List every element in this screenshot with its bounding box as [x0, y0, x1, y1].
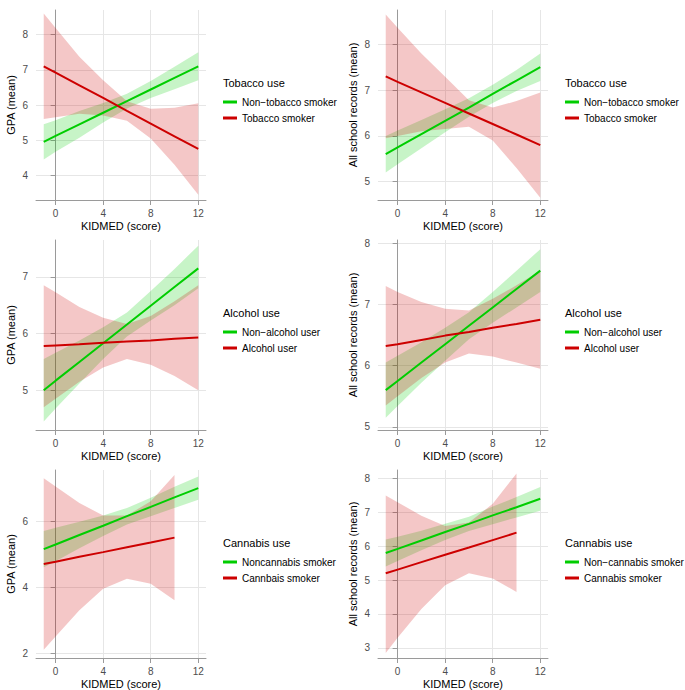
- svg-text:8: 8: [148, 208, 154, 219]
- svg-text:8: 8: [22, 29, 28, 40]
- svg-text:KIDMED (score): KIDMED (score): [423, 678, 503, 690]
- svg-text:8: 8: [490, 208, 496, 219]
- svg-text:0: 0: [395, 666, 401, 677]
- svg-text:8: 8: [490, 438, 496, 449]
- svg-text:All school records (mean): All school records (mean): [347, 273, 359, 398]
- svg-text:4: 4: [100, 208, 106, 219]
- svg-text:Non−tobacco smoker: Non−tobacco smoker: [242, 97, 337, 108]
- svg-text:Alcohol user: Alcohol user: [242, 343, 298, 354]
- svg-text:Cannabis smoker: Cannabis smoker: [584, 573, 662, 584]
- svg-text:All school records (mean): All school records (mean): [347, 502, 359, 627]
- svg-text:5: 5: [364, 421, 370, 432]
- svg-text:KIDMED (score): KIDMED (score): [81, 450, 161, 462]
- svg-text:4: 4: [364, 608, 370, 619]
- svg-text:Non−tobacco smoker: Non−tobacco smoker: [584, 97, 679, 108]
- svg-text:8: 8: [148, 438, 154, 449]
- svg-text:0: 0: [53, 438, 59, 449]
- svg-text:4: 4: [22, 582, 28, 593]
- svg-text:8: 8: [364, 473, 370, 484]
- svg-text:12: 12: [193, 208, 205, 219]
- svg-text:8: 8: [364, 238, 370, 249]
- svg-text:6: 6: [22, 100, 28, 111]
- svg-text:0: 0: [395, 438, 401, 449]
- svg-text:Alcohol use: Alcohol use: [565, 307, 622, 319]
- svg-text:Alcohol user: Alcohol user: [584, 343, 640, 354]
- svg-text:12: 12: [535, 208, 547, 219]
- svg-text:4: 4: [100, 666, 106, 677]
- svg-text:Cannabis use: Cannabis use: [223, 537, 290, 549]
- svg-text:0: 0: [53, 208, 59, 219]
- svg-text:4: 4: [442, 666, 448, 677]
- svg-text:Non−cannabis smoker: Non−cannabis smoker: [584, 557, 684, 568]
- svg-text:12: 12: [535, 666, 547, 677]
- svg-text:All school records (mean): All school records (mean): [347, 43, 359, 168]
- svg-text:8: 8: [364, 39, 370, 50]
- svg-text:7: 7: [364, 85, 370, 96]
- svg-text:6: 6: [22, 328, 28, 339]
- svg-text:KIDMED (score): KIDMED (score): [81, 220, 161, 232]
- svg-text:4: 4: [100, 438, 106, 449]
- svg-text:Tobacco smoker: Tobacco smoker: [242, 113, 315, 124]
- svg-text:GPA (mean): GPA (mean): [5, 305, 17, 365]
- svg-text:7: 7: [364, 507, 370, 518]
- svg-text:Tobacco smoker: Tobacco smoker: [584, 113, 657, 124]
- svg-text:6: 6: [364, 360, 370, 371]
- svg-text:8: 8: [148, 666, 154, 677]
- svg-text:KIDMED (score): KIDMED (score): [423, 450, 503, 462]
- svg-text:2: 2: [22, 648, 28, 659]
- svg-text:8: 8: [490, 666, 496, 677]
- svg-text:4: 4: [442, 208, 448, 219]
- svg-text:7: 7: [22, 64, 28, 75]
- svg-text:Cannbais smoker: Cannbais smoker: [242, 573, 320, 584]
- svg-text:0: 0: [395, 208, 401, 219]
- svg-text:5: 5: [22, 385, 28, 396]
- svg-text:7: 7: [364, 299, 370, 310]
- svg-text:6: 6: [364, 541, 370, 552]
- svg-text:Tobacco use: Tobacco use: [565, 77, 627, 89]
- svg-text:KIDMED (score): KIDMED (score): [81, 678, 161, 690]
- svg-text:Alcohol use: Alcohol use: [223, 307, 280, 319]
- svg-text:0: 0: [53, 666, 59, 677]
- svg-text:KIDMED (score): KIDMED (score): [423, 220, 503, 232]
- svg-text:5: 5: [364, 575, 370, 586]
- svg-text:GPA (mean): GPA (mean): [5, 75, 17, 135]
- svg-text:4: 4: [442, 438, 448, 449]
- svg-text:12: 12: [193, 666, 205, 677]
- svg-text:12: 12: [193, 438, 205, 449]
- svg-text:5: 5: [22, 135, 28, 146]
- svg-text:4: 4: [22, 170, 28, 181]
- svg-text:6: 6: [22, 516, 28, 527]
- svg-text:7: 7: [22, 271, 28, 282]
- svg-text:12: 12: [535, 438, 547, 449]
- svg-text:5: 5: [364, 176, 370, 187]
- svg-text:Non−alcohol user: Non−alcohol user: [584, 327, 663, 338]
- svg-text:6: 6: [364, 130, 370, 141]
- svg-text:Non−alcohol user: Non−alcohol user: [242, 327, 321, 338]
- svg-text:Cannabis use: Cannabis use: [565, 537, 632, 549]
- svg-text:3: 3: [364, 642, 370, 653]
- svg-text:Noncannabis smoker: Noncannabis smoker: [242, 557, 337, 568]
- svg-text:Tobacco use: Tobacco use: [223, 77, 285, 89]
- svg-text:GPA (mean): GPA (mean): [5, 534, 17, 594]
